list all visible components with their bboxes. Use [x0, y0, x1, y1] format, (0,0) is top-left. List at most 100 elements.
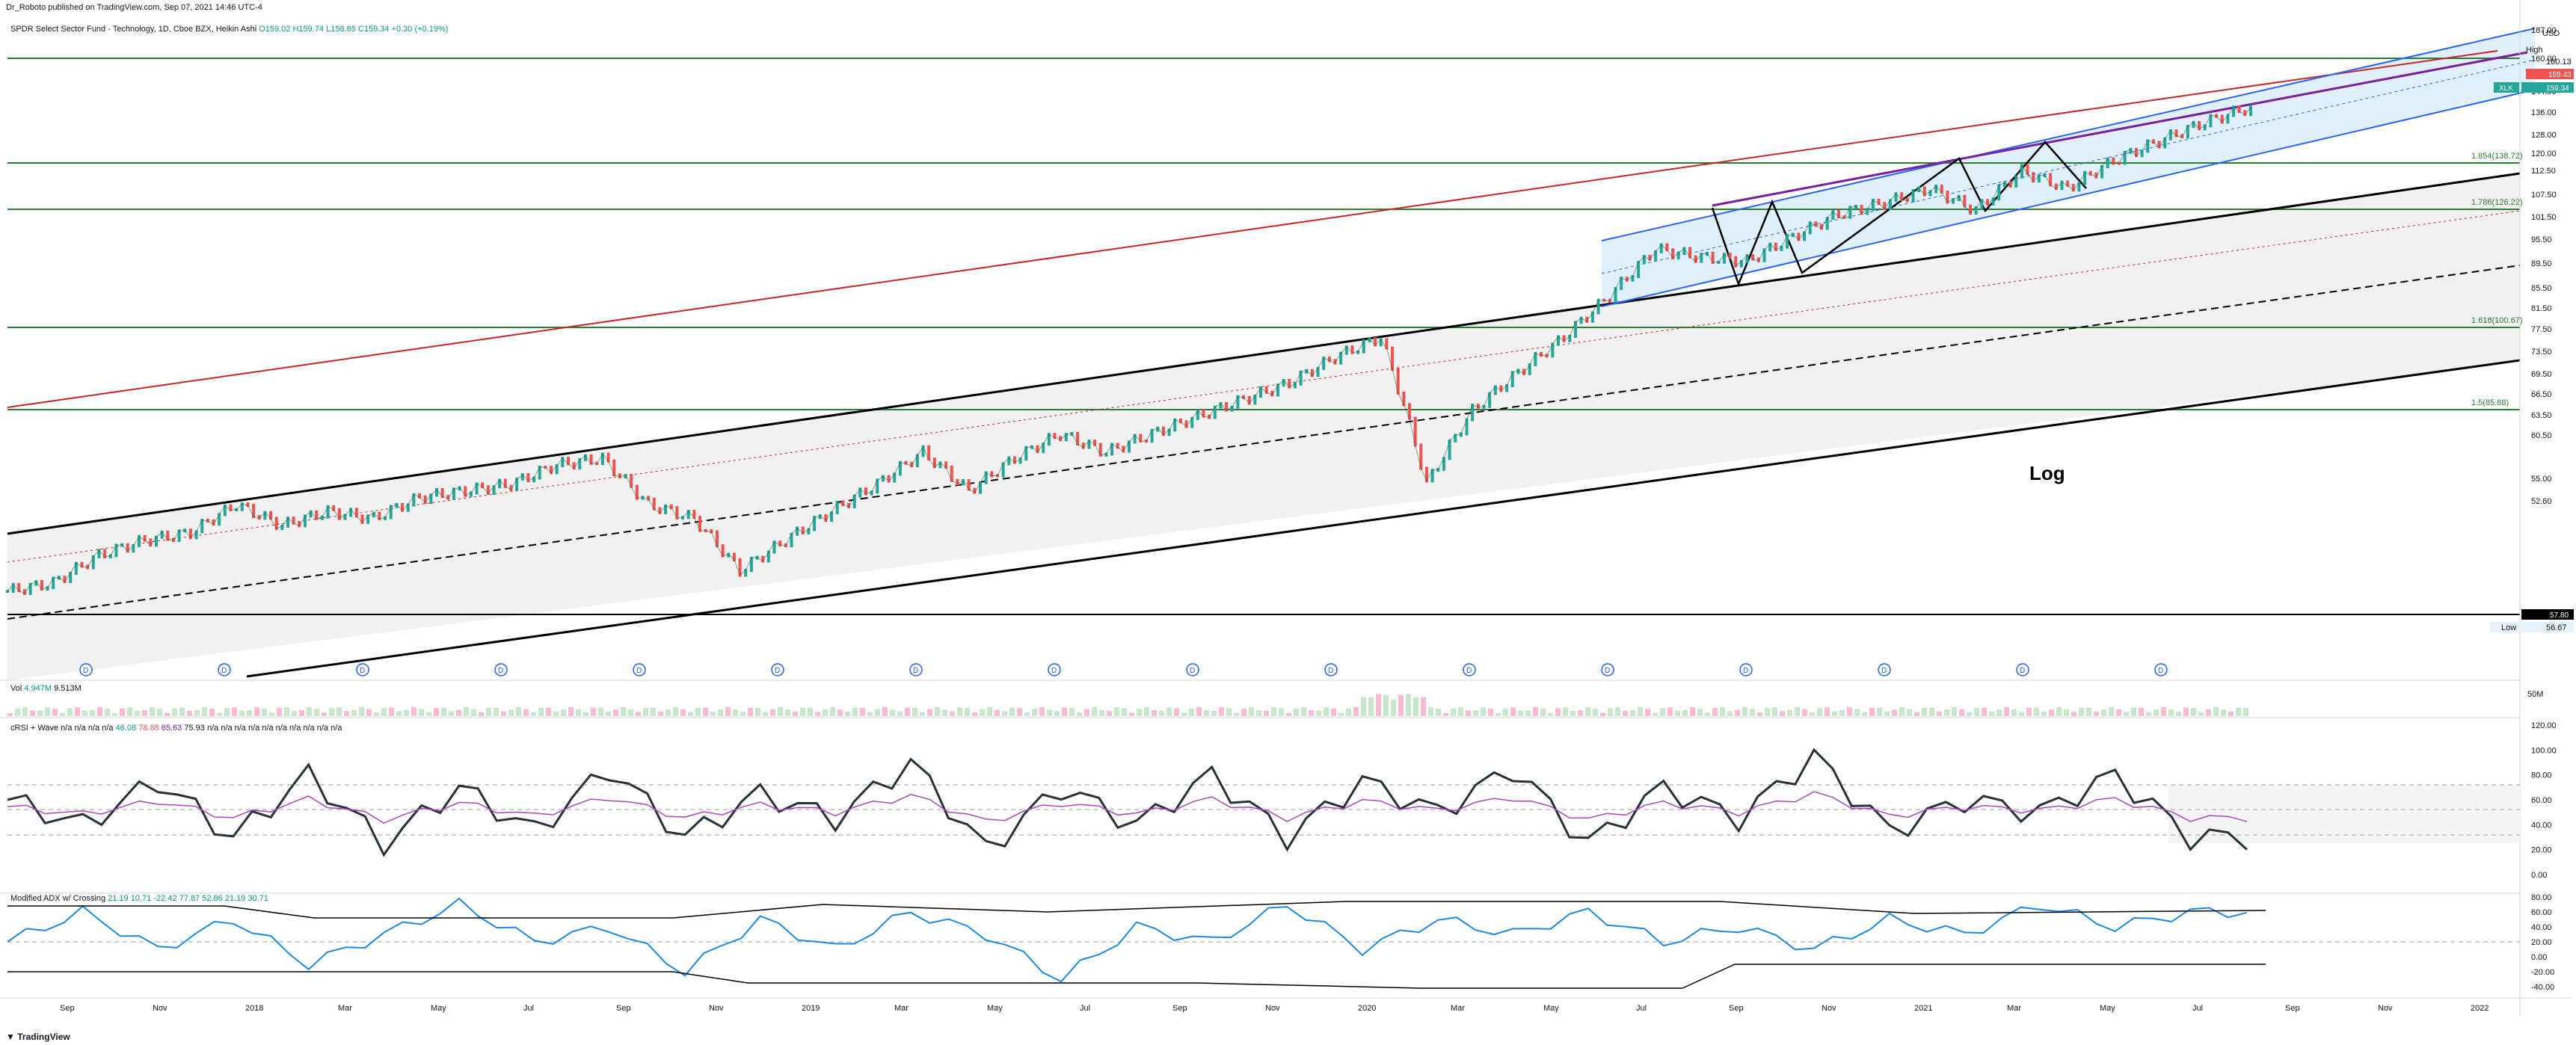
crsi-title: cRSI + Wave n/a n/a n/a n/a 46.08 78.65 … [10, 724, 342, 733]
dividend-icon[interactable] [1324, 663, 1338, 676]
price-candle [132, 544, 135, 553]
price-candle [212, 519, 215, 526]
volume-bar [516, 707, 521, 716]
price-candle [1700, 253, 1703, 263]
dividend-icon[interactable] [1878, 663, 1891, 676]
volume-bar [1256, 710, 1261, 716]
price-candle [2014, 175, 2018, 188]
dividend-icon[interactable] [909, 663, 923, 676]
price-candle [1499, 385, 1503, 392]
price-candle [1007, 456, 1011, 466]
time-tick-label: May [1543, 1004, 1559, 1013]
price-tick-label: 89.50 [2531, 259, 2552, 268]
volume-bar [277, 708, 282, 716]
price-candle [921, 445, 925, 457]
dividend-icon[interactable] [79, 663, 93, 676]
price-candle [2054, 183, 2058, 191]
price-candle [881, 475, 885, 482]
volume-bar [2198, 712, 2204, 716]
dividend-icon[interactable] [494, 663, 508, 676]
volume-bar [1869, 708, 1875, 716]
adx-tick-label: 60.00 [2531, 908, 2552, 917]
volume-bar [1952, 707, 1957, 716]
price-candle [2237, 105, 2241, 114]
zigzag-arrows [1711, 141, 2087, 287]
price-candle [389, 505, 393, 520]
dividend-icon[interactable] [633, 663, 646, 676]
volume-bar [224, 708, 230, 716]
dividend-icon[interactable] [771, 663, 784, 676]
volume-bar [755, 707, 760, 716]
volume-bar [2236, 707, 2241, 716]
volume-bar [1099, 709, 1104, 716]
price-candle [22, 589, 26, 595]
price-candle [1202, 409, 1205, 418]
price-candle [1659, 243, 1663, 253]
price-candle [1076, 431, 1080, 446]
dividend-icon[interactable] [1739, 663, 1753, 676]
volume-bar [523, 709, 529, 716]
price-candle [1459, 432, 1463, 437]
volume-bar [546, 707, 551, 716]
volume-bar [1264, 710, 1269, 716]
time-tick-label: Mar [338, 1004, 352, 1013]
price-tick-label: 128.00 [2531, 131, 2557, 140]
volume-bar [232, 707, 237, 716]
price-candle [520, 473, 524, 481]
price-candle [630, 473, 633, 488]
volume-bar [1735, 709, 1740, 716]
dividend-icon[interactable] [2154, 663, 2168, 676]
time-tick-label: Nov [2378, 1004, 2393, 1013]
price-candle [63, 576, 67, 583]
price-candle [378, 511, 381, 521]
dividend-icon[interactable] [2016, 663, 2029, 676]
volume-bar [2041, 712, 2047, 716]
price-candle [852, 494, 856, 508]
dividend-icon[interactable] [1463, 663, 1476, 676]
time-tick-label: Jul [1636, 1004, 1647, 1013]
dividend-letter: D [913, 667, 918, 675]
price-candle [567, 457, 570, 466]
price-series [6, 105, 2252, 595]
price-candle [2151, 139, 2155, 144]
price-candle [269, 511, 273, 520]
price-candle [1883, 202, 1887, 211]
dividend-icon[interactable] [1048, 663, 1061, 676]
volume-bar [1578, 710, 1583, 716]
price-candle [509, 484, 513, 491]
time-tick-label: 2018 [245, 1004, 263, 1013]
price-candle [1471, 404, 1475, 422]
symbol-name: SPDR Select Sector Fund - Technology, 1D… [10, 25, 257, 34]
volume-bar [1630, 710, 1635, 716]
dividend-icon[interactable] [218, 663, 231, 676]
price-candle [526, 473, 530, 483]
time-tick-label: 2019 [802, 1004, 820, 1013]
time-tick-label: May [431, 1004, 446, 1013]
price-candle [1642, 255, 1646, 264]
price-candle [2215, 114, 2219, 118]
volume-bar [1466, 710, 1471, 716]
dividend-icon[interactable] [356, 663, 369, 676]
price-candle [1087, 440, 1091, 449]
price-candle [91, 555, 95, 570]
dividend-icon[interactable] [1601, 663, 1614, 676]
volume-bar [1428, 707, 1433, 716]
low-label: Low [2501, 623, 2516, 632]
volume-bar [793, 712, 798, 716]
volume-bar [217, 712, 222, 716]
adx-values: 21.19 10.71 -22.42 77.87 52.86 21.19 30.… [108, 894, 268, 903]
price-candle [2088, 170, 2092, 176]
volume-bar [748, 707, 753, 716]
volume-bar [1839, 709, 1845, 716]
volume-bar [710, 712, 716, 716]
volume-bar [606, 711, 611, 716]
price-candle [1963, 194, 1967, 208]
price-candle [34, 580, 38, 586]
price-candle [194, 530, 198, 540]
volume-bar [1092, 707, 1097, 716]
volume-bar [912, 708, 917, 716]
price-candle [1081, 443, 1085, 449]
price-candle [979, 481, 983, 494]
price-candle [1419, 443, 1423, 470]
dividend-icon[interactable] [1186, 663, 1199, 676]
